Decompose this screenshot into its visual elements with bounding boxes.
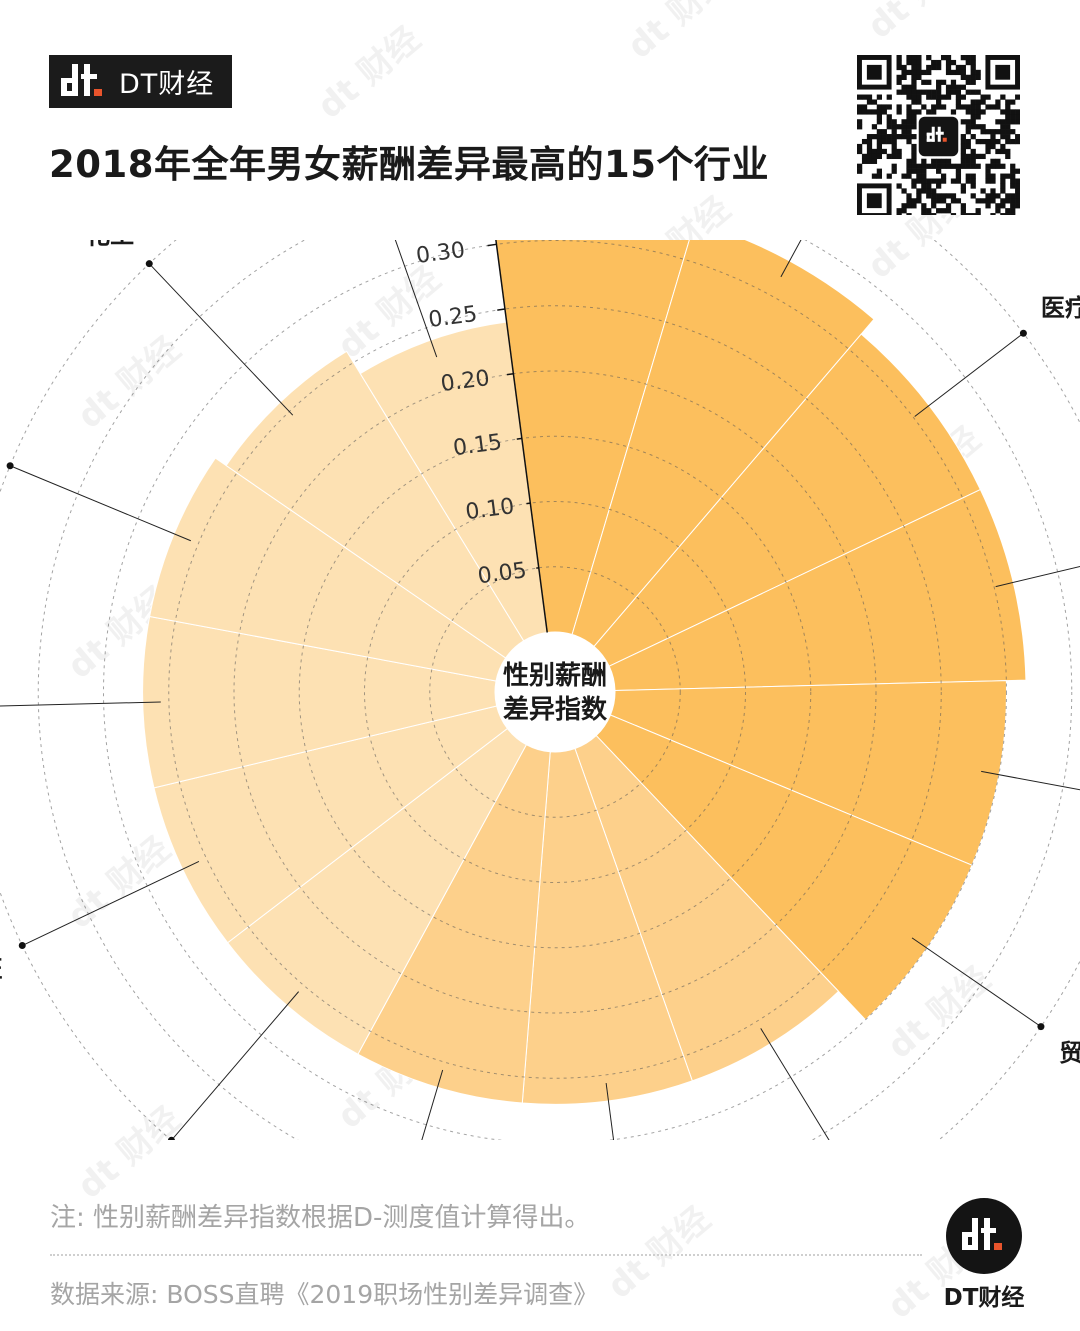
center-label-line-0: 性别薪酬 <box>503 661 607 691</box>
watermark-2: dt 财经 <box>310 19 428 127</box>
spoke-dot-基金 <box>7 462 14 469</box>
spoke-dot-化工 <box>146 260 153 267</box>
spoke-dot-检测/认证 <box>19 942 26 949</box>
category-label-医疗健康: 医疗健康 <box>1041 294 1080 322</box>
spoke-建材 <box>171 992 298 1140</box>
radial-tick-5 <box>488 244 497 245</box>
dt-round-logo-icon <box>946 1198 1022 1274</box>
category-label-化工: 化工 <box>86 240 134 250</box>
watermark-18: dt 财经 <box>600 1199 718 1307</box>
radial-tick-1 <box>527 503 531 504</box>
radial-tick-label-5: 0.30 <box>415 240 467 269</box>
radial-tick-4 <box>497 309 505 310</box>
page-title: 2018年全年男女薪酬差异最高的15个行业 <box>49 134 769 188</box>
spoke-基金 <box>10 466 191 541</box>
data-source: 数据来源: BOSS直聘《2019职场性别差异调查》 <box>50 1275 598 1311</box>
footer-divider <box>50 1254 922 1256</box>
polar-bar-chart: 性别薪酬差异指数银行证券/期货医疗健康工程施工咨询贸易/出口制药互联网金融投资/… <box>0 240 1080 1140</box>
brand-name: DT财经 <box>119 62 214 101</box>
category-label-贸易/出口: 贸易/出口 <box>1059 1039 1080 1067</box>
watermark-0: dt 财经 <box>620 0 738 67</box>
spoke-检测/认证 <box>22 861 199 945</box>
spoke-贸易/出口 <box>912 938 1041 1027</box>
spoke-制药 <box>761 1028 863 1140</box>
center-hole <box>495 632 615 752</box>
brand-badge: DT财经 <box>49 55 232 108</box>
spoke-dot-医疗健康 <box>1020 330 1027 337</box>
chart-note: 注: 性别薪酬差异指数根据D-测度值计算得出。 <box>50 1197 590 1234</box>
spoke-采掘/冶炼 <box>0 702 161 707</box>
watermark-1: dt 财经 <box>860 0 978 47</box>
category-label-检测/认证: 检测/认证 <box>0 955 2 983</box>
center-label-line-1: 差异指数 <box>503 694 608 725</box>
spoke-化工 <box>149 264 293 416</box>
dt-logo-icon <box>61 62 107 102</box>
footer-brand-name: DT财经 <box>926 1278 1042 1312</box>
qr-code-icon[interactable] <box>857 55 1020 215</box>
spoke-dot-贸易/出口 <box>1037 1023 1044 1030</box>
radial-tick-3 <box>507 374 513 375</box>
radial-tick-2 <box>517 438 522 439</box>
spoke-医疗健康 <box>915 333 1024 416</box>
